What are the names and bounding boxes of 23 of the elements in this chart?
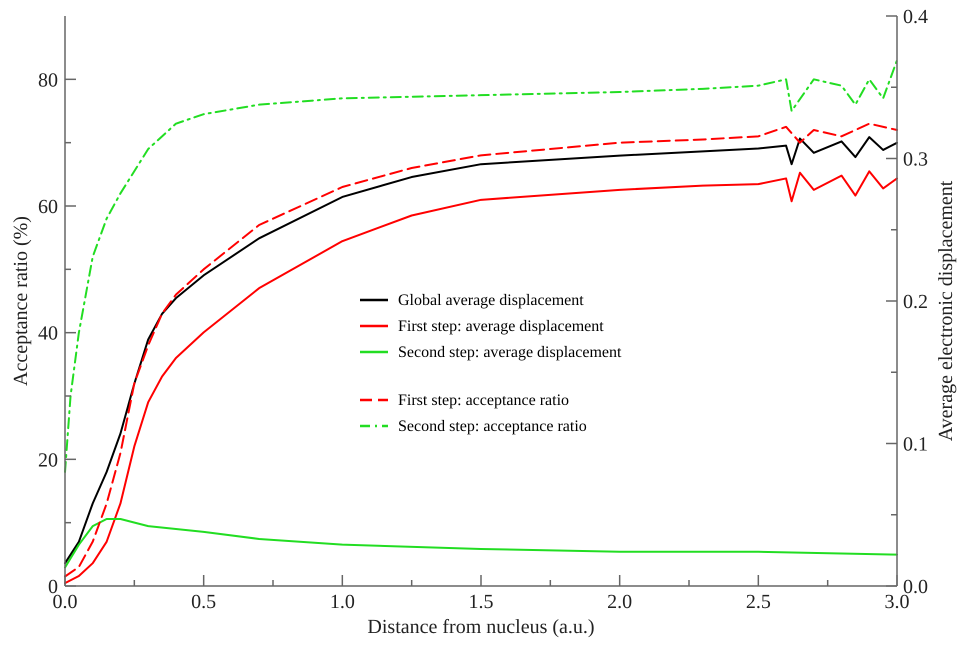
- legend-label: Second step: average displacement: [398, 344, 622, 361]
- y2-tick-label: 0.1: [903, 434, 928, 456]
- line-series: [64, 518, 898, 568]
- legend-label: First step: average displacement: [398, 318, 604, 335]
- line-series: [64, 59, 898, 473]
- y-tick-label: 80: [38, 69, 58, 92]
- legend-label: Global average displacement: [398, 292, 584, 309]
- x-tick-label: 1.0: [330, 591, 355, 613]
- y-tick-label: 60: [38, 196, 58, 218]
- y2-axis-title: Average electronic displacement: [935, 180, 957, 442]
- x-tick-label: 1.5: [468, 591, 494, 613]
- y2-tick-label: 0.4: [903, 6, 928, 28]
- y-tick-label: 40: [38, 322, 58, 345]
- y2-tick-label: 0.2: [903, 291, 928, 313]
- x-tick-label: 2.0: [607, 591, 632, 613]
- y2-tick-label: 0.3: [903, 148, 928, 170]
- x-tick-label: 0.5: [191, 591, 216, 613]
- legend-label: Second step: acceptance ratio: [398, 418, 587, 435]
- y-tick-label: 20: [38, 449, 58, 472]
- y-axis-title: Acceptance ratio (%): [10, 216, 32, 386]
- legend-label: First step: acceptance ratio: [398, 392, 570, 409]
- x-tick-label: 2.5: [746, 591, 771, 613]
- x-axis-title: Distance from nucleus (a.u.): [367, 616, 595, 638]
